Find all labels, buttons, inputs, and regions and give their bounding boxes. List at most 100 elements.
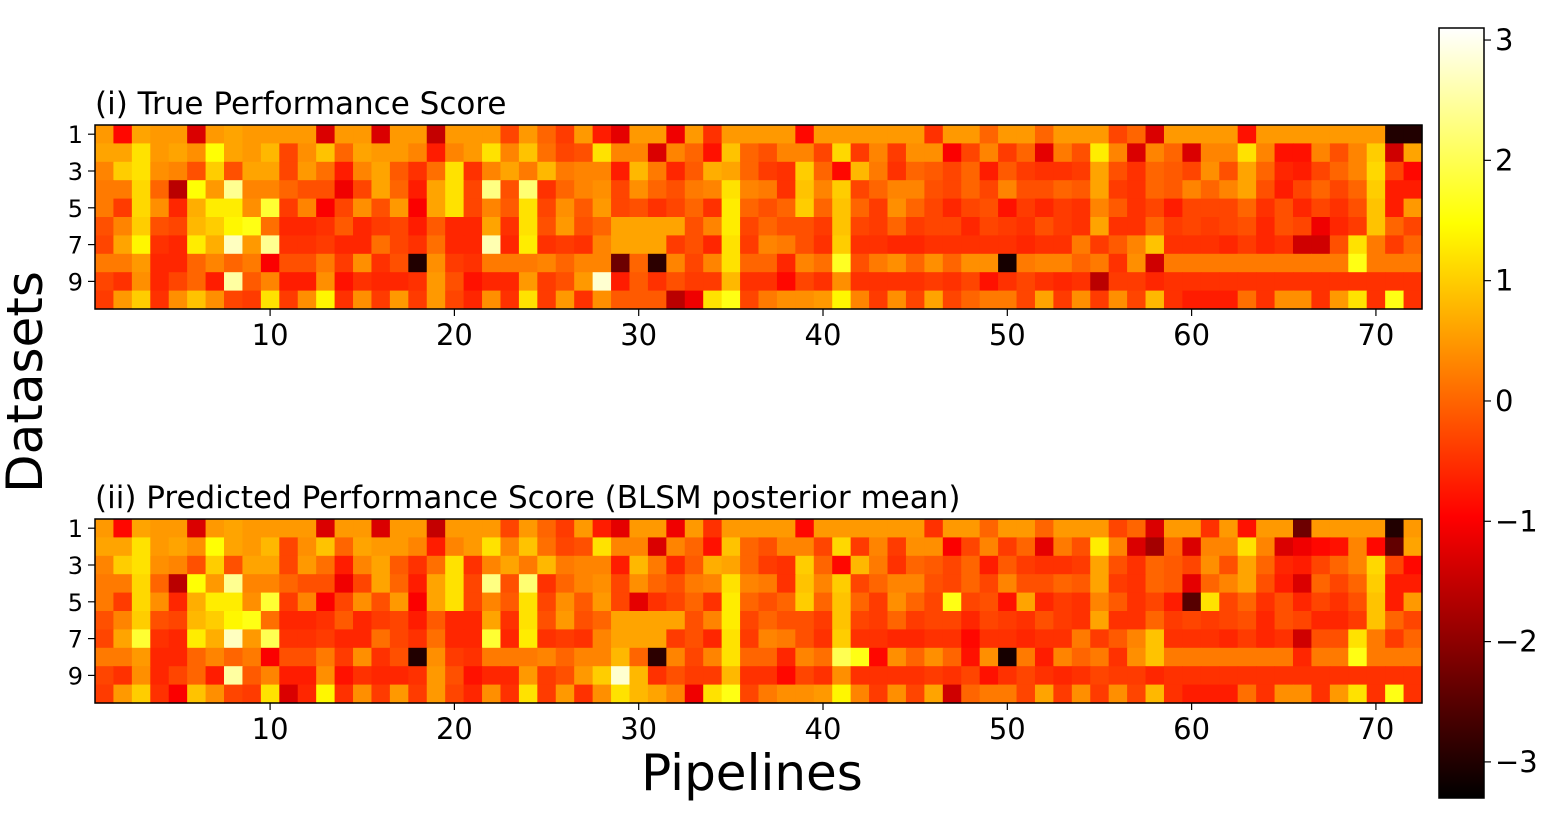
heatmap-cell	[942, 143, 962, 163]
heatmap-cell	[168, 519, 188, 538]
x-tick-label: 20	[436, 318, 473, 352]
heatmap-cell	[518, 180, 538, 200]
heatmap-cell	[1016, 125, 1036, 144]
heatmap-cell	[721, 161, 741, 181]
heatmap-cell	[647, 198, 667, 218]
heatmap-cell	[979, 161, 999, 181]
heatmap-cell	[1200, 684, 1220, 704]
heatmap-cell	[463, 555, 483, 575]
heatmap-cell	[666, 125, 686, 144]
heatmap-cell	[758, 161, 778, 181]
heatmap-cell	[869, 180, 889, 200]
heatmap-cell	[1366, 253, 1386, 273]
heatmap-cell	[555, 629, 575, 649]
heatmap-cell	[555, 125, 575, 144]
heatmap-cell	[518, 143, 538, 163]
heatmap-cell	[869, 198, 889, 218]
heatmap-cell	[998, 592, 1018, 612]
heatmap-cell	[684, 574, 704, 594]
heatmap-cell	[260, 537, 280, 557]
heatmap-cell	[1256, 143, 1276, 163]
heatmap-cell	[832, 143, 852, 163]
x-tick-label: 70	[1357, 712, 1394, 746]
heatmap-cell	[555, 253, 575, 273]
heatmap-cell	[1071, 647, 1091, 667]
heatmap-cell	[113, 629, 133, 649]
heatmap-cell	[961, 143, 981, 163]
heatmap-cell	[1034, 592, 1054, 612]
heatmap-cell	[850, 253, 870, 273]
heatmap-cell	[721, 235, 741, 255]
heatmap-cell	[555, 161, 575, 181]
heatmap-cell	[721, 611, 741, 630]
heatmap-cell	[187, 161, 207, 181]
heatmap-cell	[887, 592, 907, 612]
heatmap-cell	[518, 611, 538, 630]
heatmap-cell	[666, 253, 686, 273]
heatmap-cell	[942, 161, 962, 181]
heatmap-cell	[297, 666, 317, 686]
heatmap-cell	[740, 253, 760, 273]
heatmap-cell	[426, 253, 446, 273]
heatmap-cell	[869, 574, 889, 594]
heatmap-cell	[998, 629, 1018, 649]
heatmap-cell	[776, 217, 796, 236]
heatmap-cell	[297, 161, 317, 181]
heatmap-cell	[1053, 143, 1073, 163]
heatmap-cell	[150, 555, 170, 575]
heatmap-cell	[850, 629, 870, 649]
heatmap-cell	[95, 143, 115, 163]
heatmap-cell	[758, 592, 778, 612]
heatmap-cell	[647, 537, 667, 557]
heatmap-cell	[1163, 290, 1183, 310]
heatmap-cell	[979, 235, 999, 255]
heatmap-cell	[832, 272, 852, 292]
heatmap-cell	[795, 519, 815, 538]
heatmap-cell	[1200, 125, 1220, 144]
heatmap-cell	[666, 143, 686, 163]
y-tick-label: 3	[68, 552, 83, 580]
heatmap-cell	[353, 574, 373, 594]
heatmap-cell	[1403, 666, 1423, 686]
heatmap-cell	[205, 574, 225, 594]
heatmap-cell	[832, 684, 852, 704]
heatmap-cell	[131, 161, 151, 181]
heatmap-cell	[1292, 537, 1313, 557]
heatmap-cell	[666, 611, 686, 630]
heatmap-cell	[1182, 290, 1202, 310]
heatmap-cell	[168, 235, 188, 255]
heatmap-cell	[1053, 666, 1073, 686]
heatmap-cell	[776, 143, 796, 163]
heatmap-cell	[924, 217, 944, 236]
heatmap-cell	[260, 611, 280, 630]
heatmap-cell	[1219, 611, 1239, 630]
heatmap-cell	[905, 125, 925, 144]
heatmap-cell	[1163, 537, 1183, 557]
heatmap-cell	[500, 629, 520, 649]
heatmap-cell	[260, 290, 280, 310]
heatmap-cell	[334, 574, 354, 594]
heatmap-cell	[961, 161, 981, 181]
heatmap-cell	[1329, 180, 1349, 200]
heatmap-cell	[629, 574, 649, 594]
heatmap-cell	[371, 592, 391, 612]
heatmap-cell	[205, 217, 225, 236]
heatmap-cell	[260, 519, 280, 538]
heatmap-cell	[979, 217, 999, 236]
heatmap-cell	[482, 180, 502, 200]
heatmap-cell	[1145, 592, 1165, 612]
heatmap-cell	[684, 180, 704, 200]
heatmap-cell	[1292, 217, 1313, 236]
heatmap-cell	[924, 684, 944, 704]
heatmap-cell	[887, 647, 907, 667]
heatmap-cell	[869, 592, 889, 612]
heatmap-cell	[592, 198, 612, 218]
heatmap-cell	[611, 647, 631, 667]
heatmap-cell	[961, 180, 981, 200]
heatmap-cell	[168, 217, 188, 236]
heatmap-cell	[1145, 611, 1165, 630]
heatmap-cell	[1071, 555, 1091, 575]
heatmap-cell	[1108, 592, 1128, 612]
heatmap-cell	[279, 684, 299, 704]
